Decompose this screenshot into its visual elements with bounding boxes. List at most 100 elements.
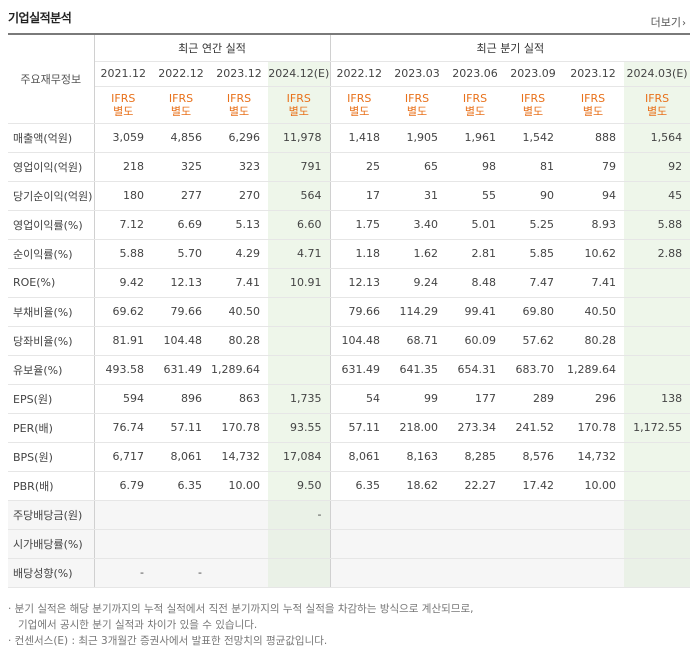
value-cell <box>268 529 331 559</box>
separate-basis-label: 별도 <box>406 104 428 118</box>
value-cell: 9.50 <box>268 471 331 501</box>
value-cell: 98 <box>446 152 505 182</box>
value-cell: 8,576 <box>504 442 563 472</box>
value-cell: 1,172.55 <box>624 413 691 443</box>
value-cell <box>329 529 389 559</box>
value-cell: 104.48 <box>329 326 389 356</box>
more-link-label: 더보기 <box>650 16 681 29</box>
value-cell: 8.93 <box>562 209 625 240</box>
value-cell: 289 <box>504 383 563 414</box>
value-cell: 1.75 <box>329 209 389 240</box>
period-header: 2023.09 <box>504 61 563 87</box>
footnote-quarterly: · 분기 실적은 해당 분기까지의 누적 실적에서 직전 분기까지의 누적 실적… <box>8 603 474 615</box>
value-cell: 6,296 <box>210 122 268 153</box>
ifrs-label: IFRS <box>404 91 430 105</box>
value-cell: 14,732 <box>210 442 268 472</box>
ifrs-standard-label: IFRS 별도 <box>446 86 505 124</box>
value-cell: 9.42 <box>94 268 152 298</box>
value-cell <box>94 499 152 530</box>
value-cell: 114.29 <box>388 297 447 327</box>
value-cell: 323 <box>210 152 268 182</box>
ifrs-label: IFRS <box>286 91 311 105</box>
value-cell: 4.71 <box>268 239 331 269</box>
table-row: 영업이익률(%) 7.12 6.69 5.13 6.60 1.75 3.40 5.01 5.25… <box>8 209 691 240</box>
value-cell: 40.50 <box>210 297 268 327</box>
value-cell: 170.78 <box>210 413 268 443</box>
value-cell: 4,856 <box>152 122 210 153</box>
value-cell <box>210 529 268 559</box>
value-cell: 90 <box>504 181 563 211</box>
value-cell <box>210 499 268 530</box>
period-header: 2024.03(E) <box>624 61 691 87</box>
ifrs-standard-label: IFRS 별도 <box>329 86 389 124</box>
separate-basis-label: 별도 <box>464 104 486 118</box>
value-cell <box>329 558 389 588</box>
value-cell: 138 <box>624 383 691 414</box>
value-cell <box>268 326 331 356</box>
value-cell <box>446 499 505 530</box>
value-cell: 5.70 <box>152 239 210 269</box>
value-cell: 45 <box>624 181 691 211</box>
value-cell: 641.35 <box>388 355 447 385</box>
value-cell: 68.71 <box>388 326 447 356</box>
row-label: 순이익률(%) <box>8 239 95 269</box>
value-cell: 631.49 <box>329 355 389 385</box>
header-group-row: 주요재무정보 최근 연간 실적 최근 분기 실적 <box>8 33 691 124</box>
row-label: PER(배) <box>8 413 95 443</box>
value-cell: 2.81 <box>446 239 505 269</box>
value-cell: 1.18 <box>329 239 389 269</box>
value-cell: 79.66 <box>329 297 389 327</box>
more-link[interactable]: 더보기› <box>651 14 686 30</box>
value-cell: 31 <box>388 181 447 211</box>
value-cell: 69.62 <box>94 297 152 327</box>
row-label: 영업이익(억원) <box>8 152 95 182</box>
value-cell: 241.52 <box>504 413 563 443</box>
ifrs-standard-label: IFRS 별도 <box>504 86 563 124</box>
value-cell: 10.62 <box>562 239 625 269</box>
row-label: 시가배당률(%) <box>8 529 95 559</box>
value-cell: 325 <box>152 152 210 182</box>
value-cell <box>210 558 268 588</box>
value-cell: 17.42 <box>504 471 563 501</box>
value-cell: 1,289.64 <box>562 355 625 385</box>
value-cell: 7.12 <box>94 209 152 240</box>
period-header: 2024.12(E) <box>268 61 331 87</box>
value-cell: 11,978 <box>268 122 331 153</box>
row-label: 매출액(억원) <box>8 122 95 153</box>
ifrs-standard-label: IFRS 별도 <box>388 86 447 124</box>
value-cell <box>152 529 210 559</box>
table-row: 당좌비율(%) 81.91 104.48 80.28 104.48 68.71 60.09 5… <box>8 326 691 356</box>
separate-basis-label: 별도 <box>170 104 192 118</box>
value-cell: 104.48 <box>152 326 210 356</box>
value-cell: 888 <box>562 122 625 153</box>
value-cell: 1,905 <box>388 122 447 153</box>
value-cell: 1,961 <box>446 122 505 153</box>
table-row: EPS(원) 594 896 863 1,735 54 99 177 289 296 138 <box>8 383 691 414</box>
value-cell: 273.34 <box>446 413 505 443</box>
table-row: 주당배당금(원) - <box>8 499 691 530</box>
value-cell: 55 <box>446 181 505 211</box>
value-cell: 6.35 <box>152 471 210 501</box>
ifrs-label: IFRS <box>520 91 546 105</box>
quarterly-group-header: 최근 분기 실적 <box>329 33 691 62</box>
ifrs-row: IFRS 별도 IFRS 별도 IFRS 별도 IFRS 별도 IFRS 별도 IFRS 별도 IFRS… <box>8 86 691 124</box>
value-cell: 277 <box>152 181 210 211</box>
value-cell: 79 <box>562 152 625 182</box>
value-cell: 896 <box>152 383 210 414</box>
section-title: 기업실적분석 <box>8 11 72 25</box>
value-cell: 5.25 <box>504 209 563 240</box>
row-label: BPS(원) <box>8 442 95 472</box>
value-cell <box>562 499 625 530</box>
footnote-consensus: · 컨센서스(E) : 최근 3개월간 증권사에서 발표한 전망치의 평균값입니… <box>8 635 328 647</box>
value-cell: 1,289.64 <box>210 355 268 385</box>
separate-basis-label: 별도 <box>113 104 134 118</box>
value-cell: 9.24 <box>388 268 447 298</box>
value-cell: 8,061 <box>152 442 210 472</box>
value-cell <box>624 326 691 356</box>
period-row: 2021.12 2022.12 2023.12 2024.12(E) 2022.12 20… <box>8 61 691 87</box>
value-cell <box>388 499 447 530</box>
value-cell <box>446 529 505 559</box>
row-label: 당좌비율(%) <box>8 326 95 356</box>
ifrs-label: IFRS <box>644 91 670 105</box>
footnotes: · 분기 실적은 해당 분기까지의 누적 실적에서 직전 분기까지의 누적 실적… <box>8 601 688 648</box>
